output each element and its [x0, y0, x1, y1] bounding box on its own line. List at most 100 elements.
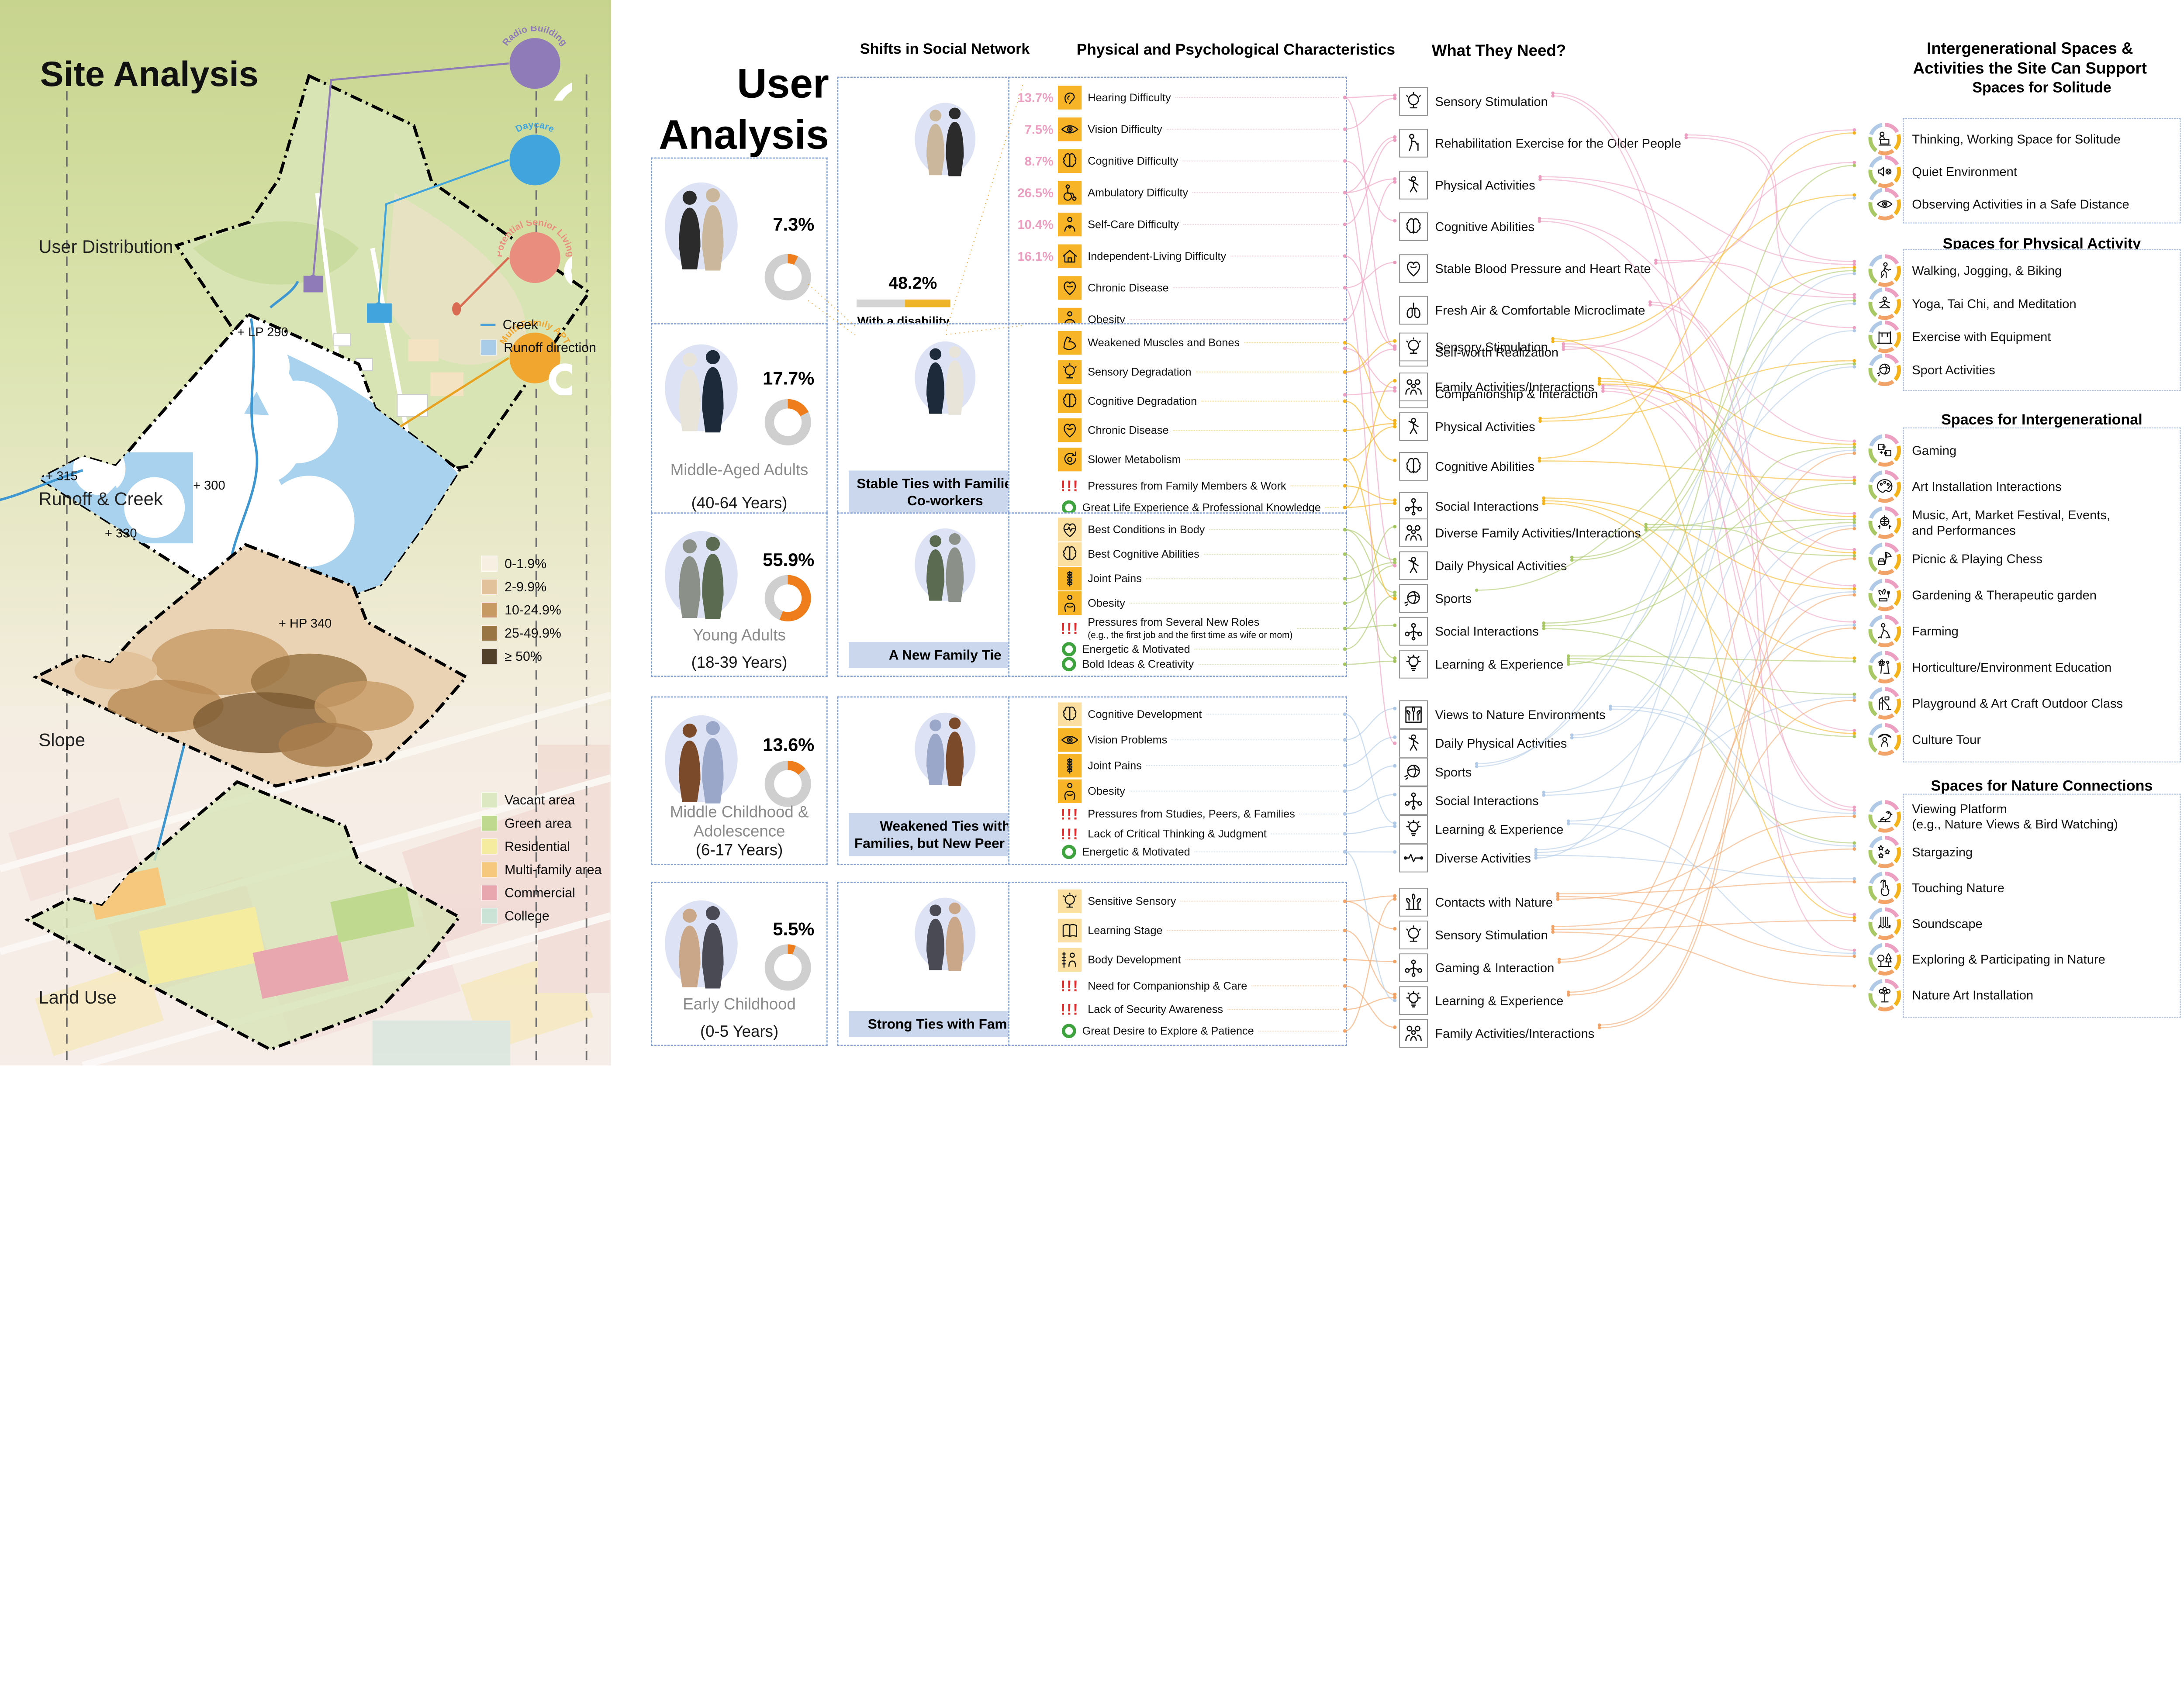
need-icon-box: [1399, 584, 1428, 613]
group-people-art: [665, 182, 738, 271]
need-label: Sensory Stimulation: [1435, 340, 1548, 355]
donut-hole: [774, 263, 802, 291]
sensory-icon: [1406, 92, 1421, 108]
dotted-leader: [1196, 371, 1339, 373]
characteristic-icon-box: [1058, 542, 1082, 566]
characteristic-row: Sensory Degradation: [1012, 360, 1343, 384]
characteristic-row: 13.7% Hearing Difficulty: [1012, 86, 1343, 110]
dotted-leader: [1146, 765, 1339, 766]
family-icon: [1405, 525, 1422, 541]
characteristic-row: 10.4% Self-Care Difficulty: [1012, 212, 1343, 236]
space-label: Horticulture/Environment Education: [1912, 660, 2112, 675]
characteristic-icon-box: [1058, 389, 1082, 413]
characteristic-row: Great Life Experience & Professional Kno…: [1012, 500, 1343, 515]
need-label: Social Interactions: [1435, 793, 1539, 808]
dotted-leader: [1175, 97, 1339, 98]
spaces-header: Intergenerational Spaces & Activities th…: [1876, 38, 2184, 78]
legend-item-1: Green area: [481, 815, 601, 831]
space-ring-icon: [1868, 800, 1901, 833]
characteristic-row: Energetic & Motivated: [1012, 845, 1343, 859]
space-row: Exercise with Equipment: [1868, 320, 2180, 353]
legend-swatch: [481, 838, 498, 855]
characteristic-row: Learning Stage: [1012, 918, 1343, 942]
eye-icon: [1061, 735, 1078, 744]
space-ring-icon: [1868, 188, 1901, 221]
characteristic-icon-box: [1058, 889, 1082, 914]
characteristic-label: Great Life Experience & Professional Kno…: [1082, 501, 1321, 514]
group-donut-chart: [764, 399, 811, 446]
dotted-leader: [1230, 255, 1339, 257]
palette-icon: [1877, 479, 1893, 493]
characteristic-row: 7.5% Vision Difficulty: [1012, 117, 1343, 141]
group-card-4: 5.5% Early Childhood (0-5 Years): [651, 882, 828, 1046]
group-illustration: [660, 894, 743, 995]
characteristic-label: Pressures from Family Members & Work: [1088, 480, 1286, 492]
dotted-leader: [1185, 459, 1339, 460]
dotted-leader: [1209, 529, 1339, 530]
legend-swatch: [481, 815, 498, 831]
dotted-leader: [1201, 400, 1339, 402]
space-row: Observing Activities in a Safe Distance: [1868, 188, 2180, 221]
section-box-2: Gaming Art Installation Interactions Mus…: [1868, 427, 2181, 762]
space-row: Yoga, Tai Chi, and Meditation: [1868, 287, 2180, 320]
space-label: Yoga, Tai Chi, and Meditation: [1912, 296, 2077, 311]
legend-label: 0-1.9%: [505, 556, 547, 571]
heartorgan-icon: [1406, 261, 1420, 276]
need-icon-box: [1399, 492, 1428, 521]
characteristic-label: Best Conditions in Body: [1088, 523, 1205, 536]
layer-label-0: User Distribution: [38, 236, 173, 257]
need-icon-box: [1399, 920, 1428, 949]
group-name: Young Adults: [693, 626, 786, 644]
legend-label: 10-24.9%: [505, 603, 561, 618]
donut-hole: [774, 953, 802, 982]
house-icon: [1062, 249, 1077, 262]
space-label: Quiet Environment: [1912, 164, 2017, 179]
need-row: Cognitive Abilities: [1399, 452, 1745, 481]
characteristic-row: Chronic Disease: [1012, 276, 1343, 300]
need-icon-box: [1399, 1019, 1428, 1048]
legend-label: Commercial: [505, 885, 575, 900]
need-label: Family Activities/Interactions: [1435, 1026, 1595, 1041]
legend-line-swatch: [480, 324, 496, 326]
sports-icon: [1404, 591, 1420, 607]
space-label: Nature Art Installation: [1912, 988, 2034, 1003]
need-row: Learning & Experience: [1399, 986, 1745, 1015]
characteristic-row: !!! Pressures from Studies, Peers, & Fami…: [1012, 805, 1343, 823]
obesity-icon: [1064, 783, 1075, 800]
space-label: Music, Art, Market Festival, Events, and…: [1912, 507, 2110, 538]
spaces-header-line1: Intergenerational Spaces &: [1927, 39, 2133, 58]
group-donut-chart: [764, 760, 811, 807]
characteristic-percentage: 8.7%: [1024, 154, 1054, 168]
legend-item-2: 10-24.9%: [481, 602, 561, 618]
need-icon-box: [1399, 887, 1428, 917]
group-percentage: 13.6%: [763, 734, 815, 755]
brain-icon: [1063, 706, 1077, 721]
space-label: Exploring & Participating in Nature: [1912, 952, 2105, 967]
space-row: Viewing Platform (e.g., Nature Views & Bi…: [1868, 800, 2180, 833]
characteristic-row: Vision Problems: [1012, 728, 1343, 752]
slope-legend: 0-1.9% 2-9.9% 10-24.9% 25-49.9% ≥ 50%: [481, 555, 561, 672]
map-marker-child: Daycare: [498, 119, 630, 266]
picnic-icon: [1878, 552, 1892, 565]
characteristic-row: !!! Lack of Security Awareness: [1012, 1000, 1343, 1018]
space-label: Stargazing: [1912, 845, 1973, 859]
legend-label: 25-49.9%: [505, 626, 561, 641]
user-analysis-title-line1: User: [737, 60, 829, 107]
characteristic-label: Cognitive Development: [1088, 708, 1202, 721]
need-icon-box: [1399, 332, 1428, 362]
legend-label: Multi-family area: [505, 862, 602, 877]
need-icon-box: [1399, 372, 1428, 401]
dotted-leader: [1198, 664, 1339, 665]
social-people-art: [915, 712, 976, 787]
characteristic-icon-box: [1058, 149, 1082, 173]
group-age-range: (6-17 Years): [695, 841, 783, 859]
network-icon: [1405, 959, 1422, 977]
space-ring-icon: [1868, 123, 1901, 155]
walk-icon: [1880, 262, 1891, 278]
space-ring-icon: [1868, 687, 1901, 720]
positive-ring-icon: [1061, 845, 1076, 859]
need-label: Fresh Air & Comfortable Microclimate: [1435, 303, 1645, 318]
group-name: Early Childhood: [683, 995, 796, 1013]
space-label: Thinking, Working Space for Solitude: [1912, 131, 2121, 146]
characteristic-icon-box: [1058, 948, 1082, 972]
